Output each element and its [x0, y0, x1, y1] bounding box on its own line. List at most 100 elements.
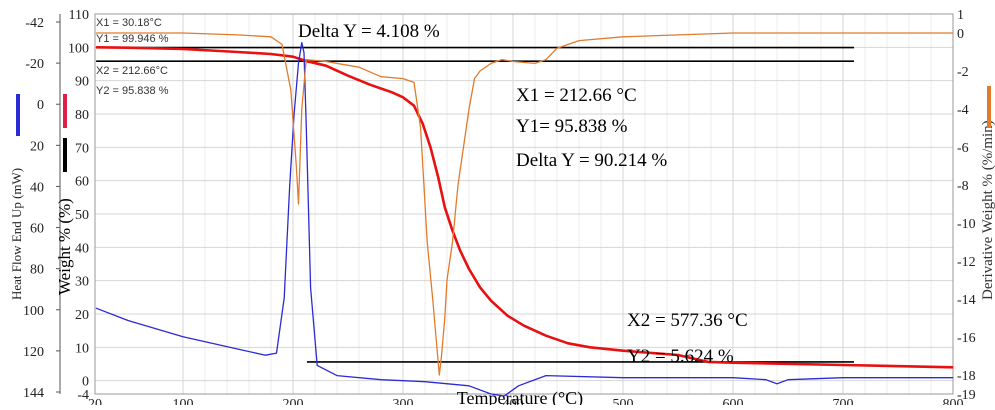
x-tick-label: 500	[613, 397, 634, 405]
derivative-tick-label: -8	[957, 179, 969, 194]
data-point-derivative	[295, 165, 297, 167]
weight-axis-label: Weight % (%)	[55, 198, 74, 295]
data-point-derivative	[420, 127, 421, 129]
data-point-weight	[402, 96, 404, 98]
data-point-derivative	[578, 40, 580, 41]
data-point-derivative	[545, 59, 547, 60]
data-point-heat_flow	[787, 379, 789, 381]
heatflow-tick-label: -20	[25, 57, 44, 72]
data-point-heat_flow	[182, 336, 184, 338]
data-point-heat_flow	[310, 287, 311, 289]
data-point-heat_flow	[545, 375, 547, 377]
derivative-axis-label: Derivative Weight % (%/min)	[980, 120, 995, 300]
data-point-derivative	[237, 34, 239, 36]
data-point-heat_flow	[283, 297, 285, 299]
data-point-derivative	[435, 336, 437, 338]
annotation-label: X1 = 212.66 °C	[516, 85, 637, 106]
data-point-weight	[292, 56, 294, 58]
data-point-heat_flow	[289, 185, 291, 187]
data-point-heat_flow	[842, 377, 844, 379]
data-point-heat_flow	[127, 320, 129, 321]
cursor-label: Y2 = 95.838 %	[96, 85, 169, 97]
data-point-derivative	[732, 32, 734, 34]
derivative-tick-label: -18	[957, 369, 976, 384]
data-point-derivative	[298, 203, 299, 205]
data-point-derivative	[534, 63, 536, 64]
derivative-tick-label: 0	[957, 27, 964, 42]
data-point-heat_flow	[776, 383, 778, 385]
data-point-heat_flow	[503, 395, 505, 397]
x-axis-label: Temperature (°C)	[457, 388, 583, 405]
data-point-derivative	[468, 108, 470, 110]
data-point-derivative	[438, 374, 440, 376]
data-point-derivative	[358, 66, 360, 68]
derivative-tick-label: -4	[957, 103, 969, 118]
data-point-weight	[422, 123, 424, 125]
data-point-derivative	[270, 36, 272, 38]
derivative-tick-label: -12	[957, 255, 976, 270]
data-point-weight	[545, 335, 547, 337]
data-point-derivative	[452, 241, 453, 243]
weight-tick-label: -4	[77, 388, 89, 403]
data-point-derivative	[95, 32, 97, 34]
weight-tick-label: 60	[75, 175, 89, 190]
derivative-tick-label: -10	[957, 217, 976, 232]
data-point-weight	[391, 91, 393, 93]
weight-tick-label: 50	[75, 208, 89, 223]
x-tick-label: 20	[88, 397, 102, 405]
data-point-derivative	[432, 298, 434, 300]
data-point-heat_flow	[305, 123, 307, 125]
data-point-derivative	[305, 59, 307, 60]
data-point-derivative	[512, 61, 514, 62]
data-point-weight	[444, 206, 446, 208]
data-point-derivative	[281, 44, 283, 45]
data-point-heat_flow	[380, 379, 382, 381]
data-point-weight	[347, 75, 349, 77]
data-point-weight	[127, 47, 129, 49]
data-point-weight	[523, 325, 525, 327]
data-point-weight	[732, 362, 734, 364]
series-line-heat_flow	[95, 41, 953, 397]
plot-area	[95, 14, 953, 394]
data-point-derivative	[556, 47, 558, 49]
axis-marker-derivative	[987, 86, 991, 128]
data-point-weight	[677, 354, 679, 356]
data-point-weight	[437, 176, 439, 178]
data-point-derivative	[501, 59, 503, 60]
annotation-label: Delta Y = 90.214 %	[516, 150, 667, 171]
data-point-heat_flow	[95, 307, 97, 309]
x-tick-label: 300	[393, 397, 414, 405]
weight-tick-label: 100	[68, 41, 89, 56]
data-point-derivative	[463, 146, 464, 148]
data-point-derivative	[413, 82, 415, 83]
data-point-heat_flow	[518, 385, 519, 387]
weight-tick-label: 70	[75, 141, 89, 156]
x-tick-label: 700	[833, 397, 854, 405]
data-point-weight	[507, 315, 508, 317]
derivative-tick-label: -19	[957, 388, 976, 403]
data-point-weight	[452, 230, 453, 232]
data-point-heat_flow	[732, 377, 734, 379]
data-point-heat_flow	[303, 52, 305, 54]
x-tick-label: 600	[723, 397, 744, 405]
heatflow-tick-label: 80	[30, 263, 44, 278]
axis-marker-weight	[63, 94, 67, 128]
data-point-weight	[622, 350, 624, 352]
plot-frame	[94, 13, 954, 395]
data-point-weight	[182, 48, 184, 50]
weight-tick-label: 20	[75, 308, 89, 323]
heatflow-axis-label: Heat Flow End Up (mW)	[9, 168, 24, 300]
heatflow-tick-label: 144	[23, 386, 44, 401]
data-point-derivative	[622, 36, 624, 38]
derivative-tick-label: -16	[957, 331, 976, 346]
data-point-heat_flow	[265, 354, 266, 356]
derivative-tick-label: -14	[957, 293, 976, 308]
data-point-weight	[468, 268, 470, 270]
weight-tick-label: 40	[75, 241, 89, 256]
data-point-derivative	[402, 78, 404, 79]
data-point-derivative	[446, 279, 448, 281]
cursor-label: X1 = 30.18°C	[96, 17, 162, 29]
data-point-derivative	[444, 317, 446, 319]
